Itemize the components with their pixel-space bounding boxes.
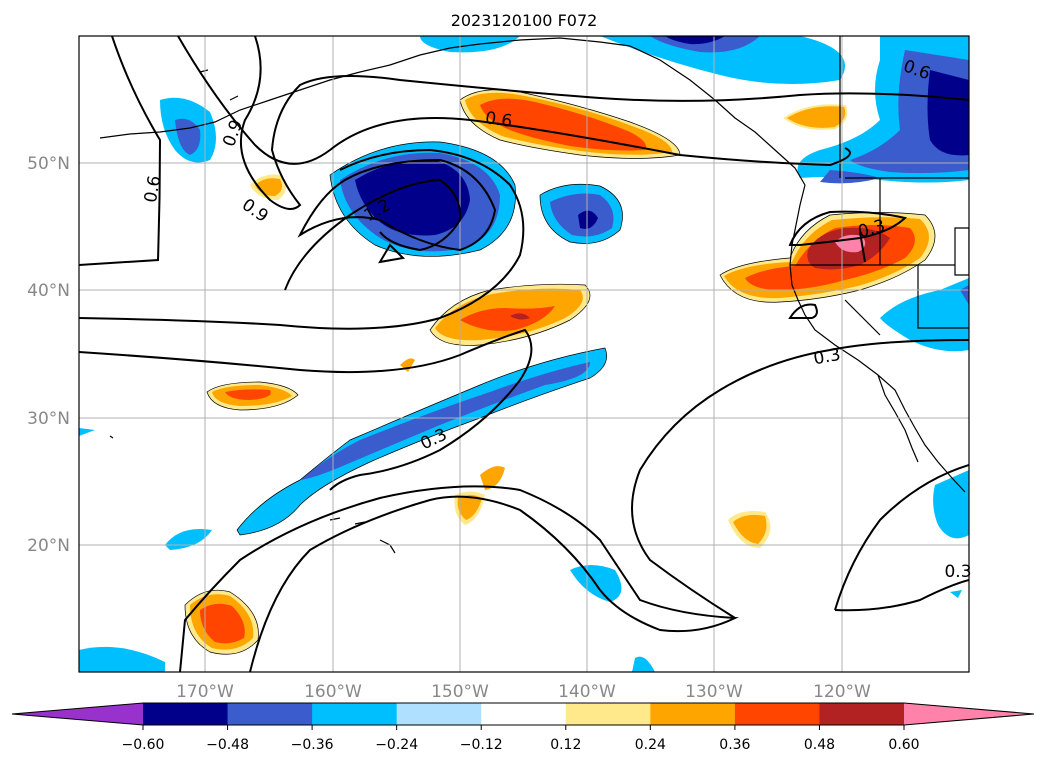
colorbar-tick-label: −0.24 bbox=[375, 737, 418, 753]
colorbar-cell bbox=[143, 703, 229, 725]
contour-label: 0.6 bbox=[484, 108, 514, 132]
colorbar-tick-label: −0.60 bbox=[122, 737, 165, 753]
shaded-anomaly-field bbox=[79, 36, 969, 672]
map-title: 2023120100 F072 bbox=[451, 11, 598, 30]
map-panel[interactable]: 0.6 0.9 0.6 1.2 0.9 0.6 0.3 0.3 0.3 0.3 bbox=[78, 35, 972, 673]
colorbar-cell bbox=[312, 703, 398, 725]
latitude-labels: 50°N 40°N 30°N 20°N bbox=[27, 154, 70, 556]
lat-label: 40°N bbox=[27, 281, 70, 301]
colorbar-extend-low bbox=[12, 703, 143, 725]
colorbar-cell bbox=[650, 703, 736, 725]
lat-label: 50°N bbox=[27, 154, 70, 174]
colorbar-cells bbox=[143, 703, 905, 725]
colorbar-cell bbox=[734, 703, 820, 725]
lon-label: 130°W bbox=[685, 682, 743, 702]
lon-label: 150°W bbox=[431, 682, 489, 702]
colorbar-ticks: −0.60 −0.48 −0.36 −0.24 −0.12 0.12 0.24 0.36 0.4… bbox=[122, 725, 920, 753]
colorbar-cell bbox=[481, 703, 567, 725]
colorbar-cell bbox=[396, 703, 482, 725]
colorbar-tick-label: 0.60 bbox=[888, 737, 919, 753]
lon-label: 170°W bbox=[176, 682, 234, 702]
colorbar-extend-high bbox=[904, 703, 1034, 725]
contour-lines bbox=[79, 36, 969, 672]
contour-label: 0.3 bbox=[944, 562, 971, 582]
colorbar-tick-label: −0.12 bbox=[460, 737, 503, 753]
colorbar-tick-label: −0.48 bbox=[206, 737, 249, 753]
colorbar-tick-label: 0.12 bbox=[550, 737, 581, 753]
colorbar-tick-label: −0.36 bbox=[291, 737, 334, 753]
colorbar-tick-label: 0.48 bbox=[804, 737, 835, 753]
colorbar-cell bbox=[227, 703, 313, 725]
lat-label: 30°N bbox=[27, 409, 70, 429]
colorbar-tick-label: 0.24 bbox=[635, 737, 666, 753]
contour-label: 0.6 bbox=[141, 174, 165, 204]
lon-label: 160°W bbox=[304, 682, 362, 702]
gridlines bbox=[79, 36, 969, 672]
colorbar-cell bbox=[819, 703, 905, 725]
lon-label: 120°W bbox=[813, 682, 871, 702]
colorbar: −0.60 −0.48 −0.36 −0.24 −0.12 0.12 0.24 0.36 0.4… bbox=[11, 702, 1035, 753]
lat-label: 20°N bbox=[27, 536, 70, 556]
colorbar-cell bbox=[565, 703, 651, 725]
contour-label: 0.3 bbox=[812, 345, 842, 369]
lon-label: 140°W bbox=[558, 682, 616, 702]
map-frame bbox=[78, 35, 970, 673]
colorbar-tick-label: 0.36 bbox=[719, 737, 750, 753]
longitude-labels: 170°W 160°W 150°W 140°W 130°W 120°W bbox=[176, 682, 871, 702]
